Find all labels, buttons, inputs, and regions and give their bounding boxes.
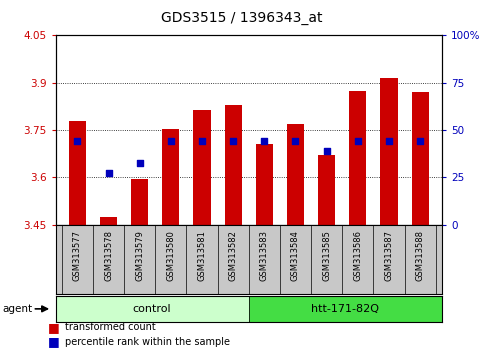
Bar <box>162 129 179 225</box>
Point <box>385 138 393 144</box>
Bar <box>69 121 86 225</box>
Text: GSM313577: GSM313577 <box>73 230 82 281</box>
Text: GSM313583: GSM313583 <box>260 230 269 281</box>
Text: GSM313585: GSM313585 <box>322 230 331 281</box>
Text: GDS3515 / 1396343_at: GDS3515 / 1396343_at <box>161 11 322 25</box>
Bar <box>193 110 211 225</box>
Bar <box>131 179 148 225</box>
Point <box>167 138 175 144</box>
Text: GSM313584: GSM313584 <box>291 230 300 281</box>
Bar <box>100 217 117 225</box>
Bar <box>287 124 304 225</box>
Bar <box>412 92 429 225</box>
Point <box>136 160 143 166</box>
Text: GSM313588: GSM313588 <box>416 230 425 281</box>
Text: GSM313580: GSM313580 <box>166 230 175 281</box>
Bar <box>318 155 335 225</box>
Point <box>292 138 299 144</box>
Text: control: control <box>133 304 171 314</box>
Bar <box>56 296 249 322</box>
Bar <box>349 91 367 225</box>
Text: GSM313586: GSM313586 <box>353 230 362 281</box>
Text: GSM313582: GSM313582 <box>228 230 238 281</box>
Text: transformed count: transformed count <box>65 322 156 332</box>
Text: agent: agent <box>2 304 32 314</box>
Text: ■: ■ <box>48 335 60 348</box>
Bar <box>249 296 442 322</box>
Text: GSM313578: GSM313578 <box>104 230 113 281</box>
Text: GSM313587: GSM313587 <box>384 230 394 281</box>
Bar <box>225 105 242 225</box>
Point <box>260 138 268 144</box>
Text: GSM313581: GSM313581 <box>198 230 207 281</box>
Point <box>198 138 206 144</box>
Text: ■: ■ <box>48 321 60 334</box>
Text: GSM313579: GSM313579 <box>135 230 144 281</box>
Bar <box>381 78 398 225</box>
Point <box>354 138 362 144</box>
Point <box>323 148 330 153</box>
Point <box>73 138 81 144</box>
Text: htt-171-82Q: htt-171-82Q <box>312 304 379 314</box>
Point <box>229 138 237 144</box>
Text: percentile rank within the sample: percentile rank within the sample <box>65 337 230 347</box>
Bar <box>256 144 273 225</box>
Point <box>416 138 424 144</box>
Point <box>105 170 113 176</box>
